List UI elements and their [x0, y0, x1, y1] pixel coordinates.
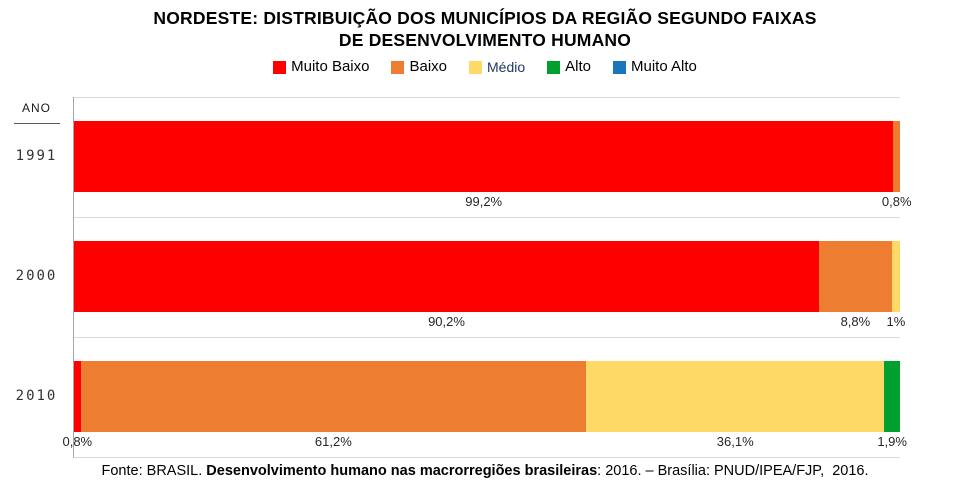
axis-header-label: ANO [21, 101, 51, 115]
legend-label: Baixo [409, 58, 448, 75]
source-note: Fonte: BRASIL. Desenvolvimento humano na… [0, 463, 970, 479]
legend-item-muito-alto: Muito Alto [613, 58, 697, 76]
chart-row-1991: 99,2% 0,8% [74, 97, 912, 217]
legend-swatch-icon [469, 60, 483, 74]
source-note-prefix: Fonte: BRASIL. [101, 463, 207, 479]
bar-segment-muito-baixo [74, 121, 894, 192]
bar-segment-baixo [893, 121, 900, 192]
legend-swatch-icon [547, 60, 561, 74]
legend-label: Muito Alto [631, 58, 697, 75]
bar-segment-baixo [80, 361, 587, 432]
legend-item-baixo: Baixo [391, 58, 447, 76]
bar-segment-muito-baixo [74, 241, 820, 312]
axis-header-underline [14, 123, 60, 124]
stacked-bar-2010 [74, 361, 900, 432]
legend-item-medio: Médio [469, 58, 525, 76]
value-label-row: 0,8% 61,2% 36,1% 1,9% [62, 434, 906, 449]
chart-row-2000: 90,2% 8,8% 1% [74, 217, 905, 337]
value-label-muito-baixo: 99,2% [465, 194, 503, 209]
legend-label: Muito Baixo [291, 58, 370, 75]
value-label-baixo: 0,8% [881, 194, 912, 209]
chart-legend: Muito Baixo Baixo Médio Alto Muito Alto [0, 58, 970, 76]
value-label-alto: 1,9% [877, 434, 907, 449]
value-label-muito-baixo: 90,2% [428, 314, 465, 329]
source-note-title: Desenvolvimento humano nas macrorregiões… [206, 463, 598, 479]
bar-segment-medio [586, 361, 885, 432]
category-axis: ANO 1991 2000 2010 [0, 97, 73, 458]
axis-year-2000: 2000 [15, 267, 58, 284]
stacked-bar-1991 [74, 121, 900, 192]
source-note-suffix: : 2016. – Brasília: PNUD/IPEA/FJP, 2016. [597, 463, 869, 479]
bar-segment-baixo [819, 241, 892, 312]
bar-segment-medio [891, 241, 900, 312]
value-label-row: 99,2% 0,8% [74, 194, 911, 209]
axis-year-2010: 2010 [15, 388, 58, 405]
bar-segment-alto [884, 361, 900, 432]
legend-item-alto: Alto [547, 58, 591, 76]
legend-item-muito-baixo: Muito Baixo [273, 58, 369, 76]
legend-swatch-icon [613, 60, 627, 74]
legend-label: Médio [487, 59, 526, 75]
value-label-muito-baixo: 0,8% [62, 434, 93, 449]
value-label-baixo: 8,8% [840, 314, 871, 329]
value-label-row: 90,2% 8,8% 1% [74, 314, 905, 329]
plot-area: 99,2% 0,8% 90,2% 8,8% 1% 0,8% 61,2% 36,1% 1,9% [62, 97, 912, 458]
chart-title-line1: NORDESTE: DISTRIBUIÇÃO DOS MUNICÍPIOS DA… [153, 8, 817, 28]
bar-segment-muito-baixo [74, 361, 81, 432]
chart-title-line2: DE DESENVOLVIMENTO HUMANO [338, 30, 632, 50]
legend-swatch-icon [391, 60, 405, 74]
value-label-baixo: 61,2% [314, 434, 352, 449]
legend-swatch-icon [273, 60, 287, 74]
stacked-bar-2000 [74, 241, 900, 312]
chart-title: NORDESTE: DISTRIBUIÇÃO DOS MUNICÍPIOS DA… [0, 7, 970, 51]
axis-year-1991: 1991 [15, 147, 58, 164]
value-label-medio: 36,1% [716, 434, 754, 449]
chart-row-2010: 0,8% 61,2% 36,1% 1,9% [62, 337, 907, 457]
legend-label: Alto [565, 58, 592, 75]
value-label-medio: 1% [886, 314, 906, 329]
